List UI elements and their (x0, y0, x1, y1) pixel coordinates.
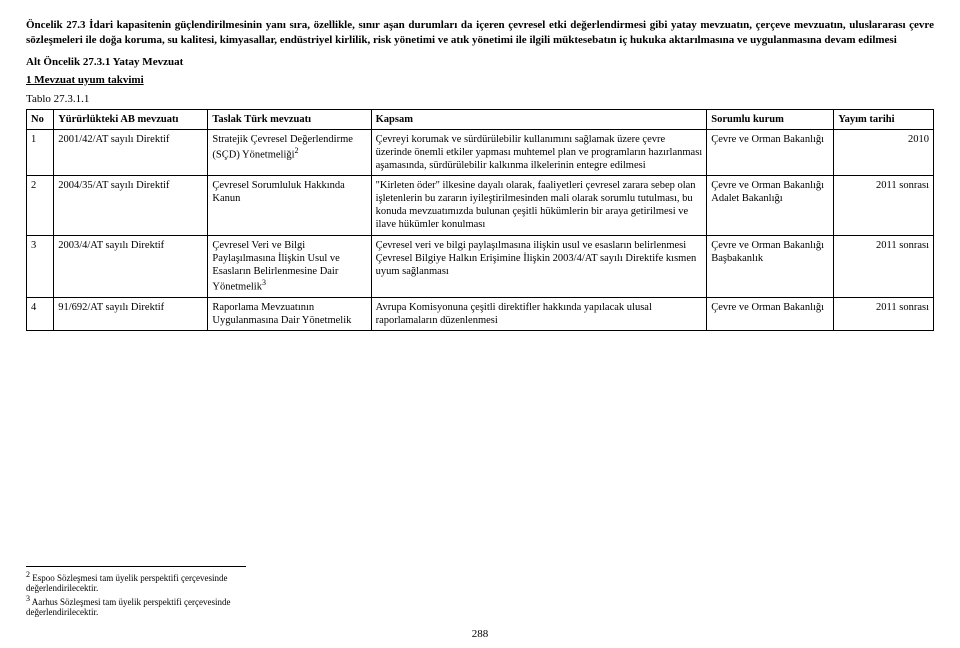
cell-no: 1 (27, 129, 54, 175)
cell-draft: Stratejik Çevresel Değerlendirme (SÇD) Y… (208, 129, 371, 175)
cell-scope: Çevreyi korumak ve sürdürülebilir kullan… (371, 129, 707, 175)
cell-scope: "Kirleten öder" ilkesine dayalı olarak, … (371, 176, 707, 236)
table-row: 32003/4/AT sayılı DirektifÇevresel Veri … (27, 235, 934, 297)
cell-resp: Çevre ve Orman Bakanlığı (707, 129, 834, 175)
cell-scope: Avrupa Komisyonuna çeşitli direktifler h… (371, 297, 707, 330)
footnote-ref: 3 (262, 278, 266, 287)
cell-eu: 2004/35/AT sayılı Direktif (54, 176, 208, 236)
header-eu: Yürürlükteki AB mevzuatı (54, 109, 208, 129)
footnote-3: 3 Aarhus Sözleşmesi tam üyelik perspekti… (26, 594, 246, 617)
cell-scope: Çevresel veri ve bilgi paylaşılmasına il… (371, 235, 707, 297)
header-resp: Sorumlu kurum (707, 109, 834, 129)
header-draft: Taslak Türk mevzuatı (208, 109, 371, 129)
cell-no: 3 (27, 235, 54, 297)
footnotes-block: 2 Espoo Sözleşmesi tam üyelik perspektif… (26, 566, 246, 618)
table-row: 12001/42/AT sayılı DirektifStratejik Çev… (27, 129, 934, 175)
footnote-3-text: Aarhus Sözleşmesi tam üyelik perspektifi… (26, 597, 230, 617)
table-body: 12001/42/AT sayılı DirektifStratejik Çev… (27, 129, 934, 330)
priority-heading: Öncelik 27.3 İdari kapasitenin güçlendir… (26, 18, 934, 48)
cell-resp: Çevre ve Orman BakanlığıAdalet Bakanlığı (707, 176, 834, 236)
cell-resp: Çevre ve Orman BakanlığıBaşbakanlık (707, 235, 834, 297)
page-number: 288 (0, 628, 960, 640)
table-header-row: No Yürürlükteki AB mevzuatı Taslak Türk … (27, 109, 934, 129)
schedule-heading: 1 Mevzuat uyum takvimi (26, 74, 934, 86)
cell-no: 4 (27, 297, 54, 330)
cell-eu: 2003/4/AT sayılı Direktif (54, 235, 208, 297)
table-caption: Tablo 27.3.1.1 (26, 92, 934, 107)
cell-draft: Raporlama Mevzuatının Uygulanmasına Dair… (208, 297, 371, 330)
cell-resp: Çevre ve Orman Bakanlığı (707, 297, 834, 330)
table-row: 491/692/AT sayılı DirektifRaporlama Mevz… (27, 297, 934, 330)
cell-draft: Çevresel Sorumluluk Hakkında Kanun (208, 176, 371, 236)
cell-draft: Çevresel Veri ve Bilgi Paylaşılmasına İl… (208, 235, 371, 297)
header-no: No (27, 109, 54, 129)
cell-no: 2 (27, 176, 54, 236)
footnote-2-text: Espoo Sözleşmesi tam üyelik perspektifi … (26, 573, 227, 593)
header-scope: Kapsam (371, 109, 707, 129)
legislation-table: No Yürürlükteki AB mevzuatı Taslak Türk … (26, 109, 934, 331)
table-row: 22004/35/AT sayılı DirektifÇevresel Soru… (27, 176, 934, 236)
cell-date: 2010 (834, 129, 934, 175)
sub-priority-heading: Alt Öncelik 27.3.1 Yatay Mevzuat (26, 56, 934, 68)
cell-date: 2011 sonrası (834, 176, 934, 236)
cell-date: 2011 sonrası (834, 235, 934, 297)
footnote-ref: 2 (295, 146, 299, 155)
cell-eu: 2001/42/AT sayılı Direktif (54, 129, 208, 175)
header-date: Yayım tarihi (834, 109, 934, 129)
footnote-2: 2 Espoo Sözleşmesi tam üyelik perspektif… (26, 570, 246, 593)
cell-date: 2011 sonrası (834, 297, 934, 330)
cell-eu: 91/692/AT sayılı Direktif (54, 297, 208, 330)
